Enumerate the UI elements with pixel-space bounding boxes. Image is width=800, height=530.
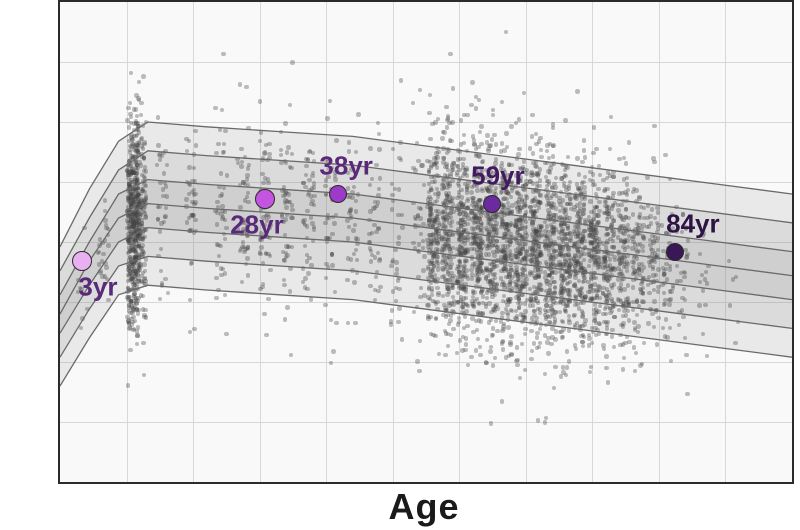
highlight-label: 3yr [78, 272, 117, 303]
highlight-label: 84yr [666, 208, 720, 239]
x-axis-label: Age [58, 486, 790, 528]
percentile-curves [60, 2, 792, 482]
highlight-point [666, 243, 684, 261]
highlight-label: 38yr [319, 151, 373, 182]
highlight-point [483, 195, 501, 213]
highlight-label: 28yr [230, 209, 284, 240]
plot-area: 3yr 28yr 38yr 59yr 84yr [58, 0, 794, 484]
highlight-point [255, 189, 275, 209]
amygdala-age-chart: Amygdala volume 3yr28yr38yr59yr84yr Age [0, 0, 800, 530]
highlight-label: 59yr [471, 160, 525, 191]
highlight-point [72, 251, 92, 271]
highlight-point [329, 185, 347, 203]
